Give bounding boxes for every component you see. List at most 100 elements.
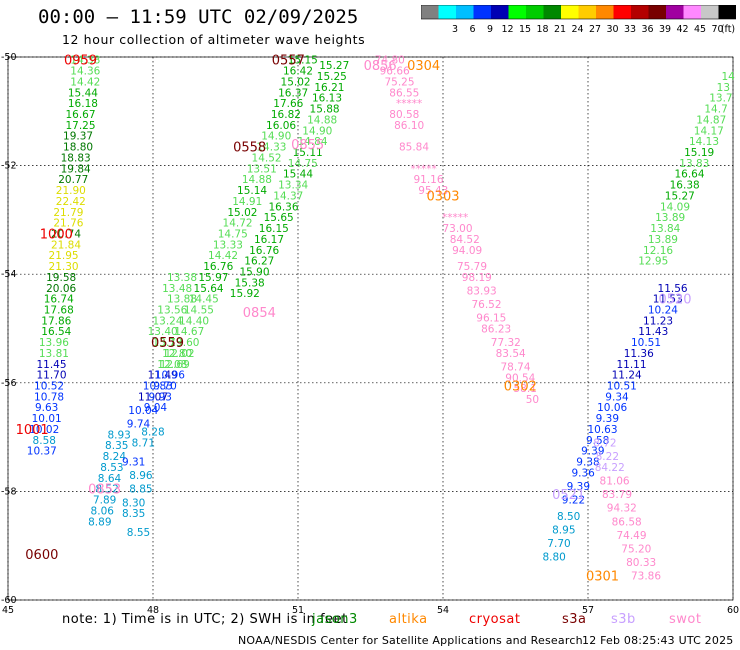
- swh-value-label: 12.16: [643, 245, 673, 257]
- mission-cryosat: cryosat: [469, 612, 521, 627]
- swh-value-label: 21.30: [49, 261, 79, 273]
- swh-value-label: 14.55: [184, 304, 214, 316]
- scale-swatch: [701, 5, 719, 19]
- swh-value-label: 17.66: [273, 98, 303, 110]
- scale-tick-label: 36: [641, 24, 653, 35]
- swh-value-label: 14.90: [261, 131, 291, 143]
- swh-value-label: 98.19: [462, 272, 492, 284]
- swh-value-label: 21.76: [53, 218, 83, 230]
- mission-altika: altika: [389, 612, 428, 627]
- swh-value-label: 96.15: [476, 313, 506, 325]
- swh-value-label: 11.53: [653, 294, 683, 306]
- scale-swatch: [421, 5, 439, 19]
- swh-value-label: 8.55: [127, 527, 150, 539]
- color-scale-legend: 3 6 9 12 15 18 21 24 27 30 33 36 39 42 45 70(ft): [421, 5, 736, 35]
- swh-value-label: 83.54: [496, 348, 526, 360]
- pass-time-label: 0854: [243, 306, 276, 321]
- x-tick-label: 54: [437, 605, 449, 616]
- swh-value-label: 9.38: [576, 457, 599, 469]
- swh-value-label: 11.11: [616, 359, 646, 371]
- scale-tick-label: 9: [487, 24, 493, 35]
- swh-value-label: 18.80: [63, 142, 93, 154]
- swh-value-label: 95.43: [418, 185, 448, 197]
- scale-swatch: [596, 5, 614, 19]
- swh-value-label: 16.82: [271, 109, 301, 121]
- swh-value-label: 16.21: [314, 82, 344, 94]
- swh-value-label: 94.32: [607, 503, 637, 515]
- swh-value-label: 9.58: [586, 435, 609, 447]
- swh-value-label: 19.37: [63, 131, 93, 143]
- scale-swatch: [438, 5, 456, 19]
- pass-time-label: 0853: [88, 483, 121, 498]
- swh-value-label: 9.93: [149, 391, 172, 403]
- track-track-d: 15.2715.2516.2116.1315.8814.8814.9014.84…: [230, 60, 349, 300]
- swh-value-label: 15.19: [684, 147, 714, 159]
- swh-value-label: 15.38: [235, 277, 265, 289]
- swh-value-label: 8.50: [557, 511, 580, 523]
- swh-value-label: 14.7: [704, 104, 727, 116]
- swh-value-label: 21.90: [56, 185, 86, 197]
- swh-value-label: 16.38: [670, 180, 700, 192]
- swh-value-label: 13.84: [650, 223, 680, 235]
- pass-time-label: 0959: [64, 54, 97, 69]
- x-tick-label: 57: [582, 605, 594, 616]
- pass-time-label: 1000: [40, 227, 73, 242]
- scale-swatch: [456, 5, 474, 19]
- y-tick-label: -50: [1, 52, 17, 63]
- mission-swot: swot: [669, 612, 702, 627]
- swh-value-label: 13.38: [167, 272, 197, 284]
- swh-value-label: 12.80: [162, 348, 192, 360]
- swh-value-label: 14.37: [273, 190, 303, 202]
- swh-value-label: 15.65: [264, 212, 294, 224]
- swh-value-label: 8.71: [132, 438, 155, 450]
- credit-line: NOAA/NESDIS Center for Satellite Applica…: [238, 634, 583, 647]
- swh-value-label: 15.97: [198, 272, 228, 284]
- scale-swatch: [526, 5, 544, 19]
- pass-time-label: 0304: [407, 59, 440, 74]
- swh-value-label: 73.86: [631, 571, 661, 583]
- swh-value-label: 10.51: [607, 381, 637, 393]
- swh-value-label: 15.27: [665, 190, 695, 202]
- swh-value-label: 9.36: [571, 467, 595, 479]
- x-tick-label: 60: [727, 605, 739, 616]
- mission-s3a: s3a: [562, 612, 587, 627]
- swh-value-label: *****: [411, 163, 437, 175]
- swh-value-label: 14.45: [189, 294, 219, 306]
- swh-value-label: 16.54: [41, 326, 71, 338]
- plot-frame: [7, 56, 734, 601]
- swh-value-label: 8.35: [105, 440, 128, 452]
- swh-value-label: 12.02: [165, 348, 195, 360]
- track-track-c: 15.1516.4215.0216.3717.6616.8216.0614.90…: [144, 55, 318, 415]
- swh-value-label: 13.7: [709, 93, 732, 105]
- swh-value-label: 16.74: [44, 294, 74, 306]
- swh-value-label: 21.84: [51, 239, 81, 251]
- swh-value-label: 14.42: [70, 76, 100, 88]
- swh-value-label: 14.88: [242, 174, 272, 186]
- swh-value-label: 10.02: [29, 424, 59, 436]
- scale-tick-label: 12: [501, 24, 513, 35]
- swh-value-label: 10.51: [631, 337, 661, 349]
- scale-tick-label: 21: [554, 24, 566, 35]
- swh-value-label: 10.37: [27, 446, 57, 458]
- swh-value-label: 15.88: [310, 104, 340, 116]
- swh-value-label: 14.90: [302, 125, 332, 137]
- swh-value-label: 17.86: [41, 315, 71, 327]
- swh-value-label: 7.70: [547, 538, 570, 550]
- scale-swatch: [631, 5, 649, 19]
- swh-value-label: 15.11: [293, 147, 323, 159]
- swh-value-label: 16.18: [68, 98, 98, 110]
- swh-value-label: 8.28: [141, 427, 164, 439]
- swh-value-label: 13.56: [157, 304, 187, 316]
- swh-value-label: 11.24: [612, 370, 642, 382]
- swh-value-label: 20.06: [46, 283, 76, 295]
- pass-time-label: 0301: [586, 570, 619, 585]
- scale-swatch: [718, 5, 736, 19]
- swh-value-label: 16.17: [254, 234, 284, 246]
- swh-value-label: 18.83: [61, 152, 91, 164]
- scale-swatch: [666, 5, 684, 19]
- swh-value-label: 14.17: [694, 125, 724, 137]
- swh-value-label: 9.31: [122, 457, 145, 469]
- swh-value-label: 14.33: [256, 142, 286, 154]
- swh-value-label: 14.52: [252, 152, 282, 164]
